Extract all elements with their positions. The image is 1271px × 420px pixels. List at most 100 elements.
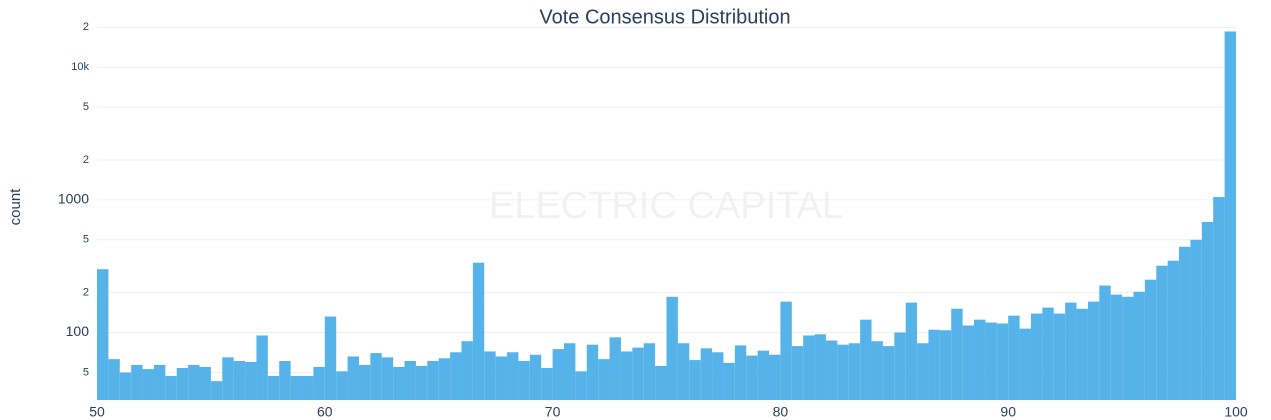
x-tick-label: 50 [89, 404, 105, 420]
bar [1144, 279, 1157, 400]
bar [734, 345, 747, 400]
bar [712, 352, 724, 400]
bar [928, 329, 940, 400]
bar [336, 371, 348, 400]
bar [97, 269, 109, 400]
y-axis-label: count [7, 188, 24, 226]
bar [1076, 308, 1088, 400]
bar [871, 341, 883, 400]
bar [450, 352, 462, 400]
bar [1099, 285, 1111, 400]
x-tick-label: 100 [1224, 404, 1248, 420]
bar [825, 340, 838, 400]
bar [245, 361, 257, 400]
bar [541, 368, 553, 400]
y-tick-label: 2 [83, 21, 89, 33]
bar [974, 319, 986, 400]
bar [176, 368, 189, 400]
bar [1065, 302, 1077, 400]
bar [1019, 328, 1031, 400]
bar [267, 376, 280, 400]
bar [882, 346, 895, 400]
bar [461, 341, 473, 400]
bar [791, 346, 804, 400]
bar [1053, 313, 1066, 400]
bar [1179, 246, 1191, 400]
bar [108, 359, 120, 400]
y-tick-label: 5 [83, 366, 89, 378]
bar [666, 296, 678, 400]
y-tick-label: 1000 [58, 191, 89, 207]
bar [1087, 301, 1100, 400]
y-tick-label: 2 [83, 154, 89, 166]
y-tick-label: 5 [83, 101, 89, 113]
y-tick-label: 2 [83, 287, 89, 299]
bar [358, 364, 371, 400]
bar [837, 344, 849, 400]
bar [1042, 307, 1054, 400]
bar [1122, 296, 1134, 400]
bar [313, 366, 325, 400]
bar [370, 353, 382, 400]
bar [917, 343, 929, 400]
bar [1224, 31, 1236, 400]
bar [1008, 315, 1020, 400]
bar [290, 376, 303, 400]
bar [609, 337, 621, 400]
bar [746, 355, 758, 400]
bar [689, 360, 701, 400]
bar [1156, 265, 1168, 400]
bar [222, 357, 234, 400]
bar [598, 359, 610, 400]
bar [860, 319, 872, 400]
bar [256, 335, 268, 400]
bar [1030, 313, 1043, 400]
bar [996, 323, 1009, 400]
bar [563, 343, 576, 400]
bar [905, 302, 918, 400]
bar [484, 351, 496, 400]
bar [347, 356, 359, 400]
bar [677, 343, 690, 400]
bar [962, 325, 975, 400]
bar [324, 316, 337, 400]
bar [188, 364, 200, 400]
x-tick-label: 80 [773, 404, 789, 420]
bar [233, 361, 246, 400]
bar [586, 344, 599, 400]
bar [655, 365, 667, 400]
bar [643, 343, 656, 400]
bar [119, 372, 132, 400]
bar [472, 262, 485, 400]
bar [575, 371, 587, 400]
bar [951, 308, 963, 400]
watermark: ELECTRIC CAPITAL [489, 185, 843, 227]
x-tick-label: 90 [1000, 404, 1016, 420]
bar [803, 335, 815, 400]
bar [894, 332, 906, 400]
bar [769, 354, 781, 400]
bar [438, 358, 451, 400]
y-tick-label: 10k [71, 61, 89, 73]
bar [632, 347, 644, 400]
x-tick-label: 70 [545, 404, 561, 420]
bar [700, 348, 713, 400]
bar [985, 322, 997, 400]
bar [529, 354, 542, 400]
chart-title: Vote Consensus Distribution [539, 6, 790, 28]
bar [381, 357, 394, 400]
bar [814, 334, 826, 400]
bar [142, 369, 154, 400]
bar [1133, 291, 1145, 400]
bar [1201, 221, 1214, 400]
bar [780, 301, 792, 400]
bar [199, 366, 211, 400]
bar [302, 376, 314, 400]
bar [279, 361, 291, 400]
bar [848, 343, 861, 400]
bar [165, 376, 177, 400]
y-tick-label: 100 [66, 323, 90, 339]
bar [552, 349, 564, 400]
x-tick-label: 60 [317, 404, 333, 420]
